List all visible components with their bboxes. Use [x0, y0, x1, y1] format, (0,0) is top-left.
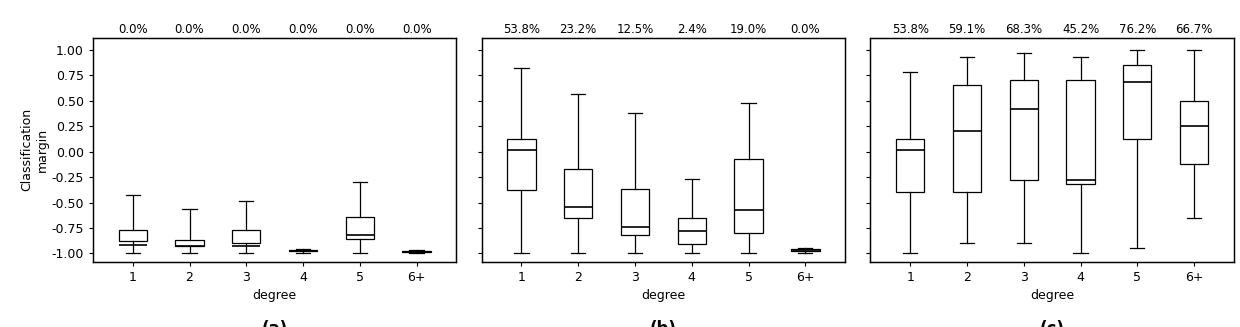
PathPatch shape: [621, 189, 650, 235]
Text: (a): (a): [262, 320, 288, 327]
Text: (b): (b): [650, 320, 677, 327]
PathPatch shape: [175, 240, 203, 246]
Y-axis label: Classification
margin: Classification margin: [21, 108, 48, 191]
PathPatch shape: [1123, 65, 1152, 139]
PathPatch shape: [897, 139, 924, 192]
PathPatch shape: [232, 230, 260, 243]
X-axis label: degree: degree: [253, 289, 296, 302]
PathPatch shape: [564, 169, 593, 218]
PathPatch shape: [791, 249, 820, 251]
PathPatch shape: [734, 159, 763, 233]
PathPatch shape: [346, 217, 374, 239]
X-axis label: degree: degree: [641, 289, 686, 302]
PathPatch shape: [507, 139, 536, 190]
PathPatch shape: [1009, 80, 1038, 180]
PathPatch shape: [289, 250, 317, 251]
PathPatch shape: [403, 251, 430, 252]
X-axis label: degree: degree: [1030, 289, 1074, 302]
PathPatch shape: [1066, 80, 1095, 184]
PathPatch shape: [952, 85, 981, 192]
PathPatch shape: [1180, 101, 1208, 164]
Text: (c): (c): [1039, 320, 1065, 327]
PathPatch shape: [677, 218, 706, 244]
PathPatch shape: [119, 230, 146, 241]
